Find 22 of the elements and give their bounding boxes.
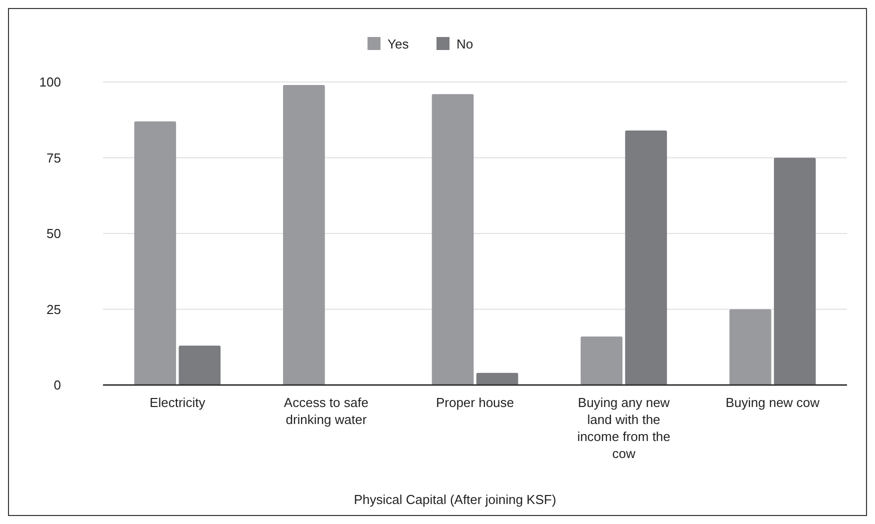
x-tick-label: Access to safe drinking water bbox=[284, 395, 368, 427]
y-tick-label: 50 bbox=[46, 226, 61, 242]
legend-label: No bbox=[456, 36, 474, 52]
y-tick-label: 0 bbox=[54, 378, 61, 393]
bar bbox=[580, 336, 622, 385]
y-tick-label: 75 bbox=[46, 150, 61, 166]
y-tick-label: 100 bbox=[39, 74, 61, 90]
bar bbox=[178, 346, 221, 385]
legend-label: Yes bbox=[388, 36, 410, 52]
bar bbox=[774, 158, 816, 385]
bar bbox=[283, 85, 325, 385]
bar bbox=[476, 372, 518, 385]
x-tick-label: Proper house bbox=[436, 395, 514, 410]
bar bbox=[729, 309, 772, 385]
y-tick-label: 25 bbox=[46, 302, 61, 317]
x-tick-label: Buying new cow bbox=[726, 395, 820, 410]
x-tick-label: Buying any new land with the income from the cow bbox=[577, 395, 670, 461]
bar bbox=[625, 130, 667, 385]
bar bbox=[432, 94, 474, 385]
x-axis-title: Physical Capital (After joining KSF) bbox=[354, 492, 556, 507]
bar bbox=[134, 121, 176, 385]
x-tick-label: Electricity bbox=[150, 395, 206, 410]
